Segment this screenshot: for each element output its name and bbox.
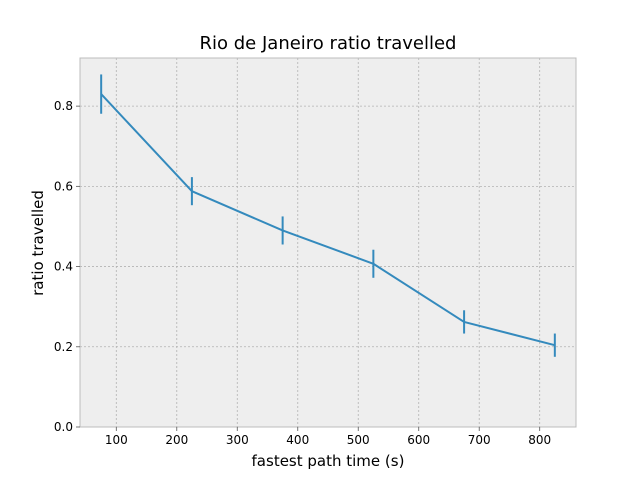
y-tick-label: 0.6 xyxy=(54,179,73,193)
y-tick-label: 0.8 xyxy=(54,99,73,113)
x-tick-label: 700 xyxy=(468,433,491,447)
x-ticks: 100 200 300 400 500 600 700 800 xyxy=(105,427,551,447)
plot-area xyxy=(80,58,576,427)
y-axis-label: ratio travelled xyxy=(29,190,47,296)
y-ticks: 0.0 0.2 0.4 0.6 0.8 xyxy=(54,99,80,434)
y-tick-label: 0.4 xyxy=(54,260,73,274)
series-line xyxy=(100,93,556,347)
y-tick-label: 0.0 xyxy=(54,420,73,434)
y-tick-label: 0.2 xyxy=(54,340,73,354)
chart-title: Rio de Janeiro ratio travelled xyxy=(200,33,457,54)
series-lines xyxy=(100,93,556,347)
x-tick-label: 100 xyxy=(105,433,128,447)
x-tick-label: 800 xyxy=(528,433,551,447)
x-tick-label: 300 xyxy=(226,433,249,447)
plot-frame xyxy=(79,57,577,428)
x-tick-label: 200 xyxy=(165,433,188,447)
x-axis-label: fastest path time (s) xyxy=(252,452,405,470)
x-tick-label: 400 xyxy=(286,433,309,447)
x-tick-label: 500 xyxy=(347,433,370,447)
x-tick-label: 600 xyxy=(407,433,430,447)
